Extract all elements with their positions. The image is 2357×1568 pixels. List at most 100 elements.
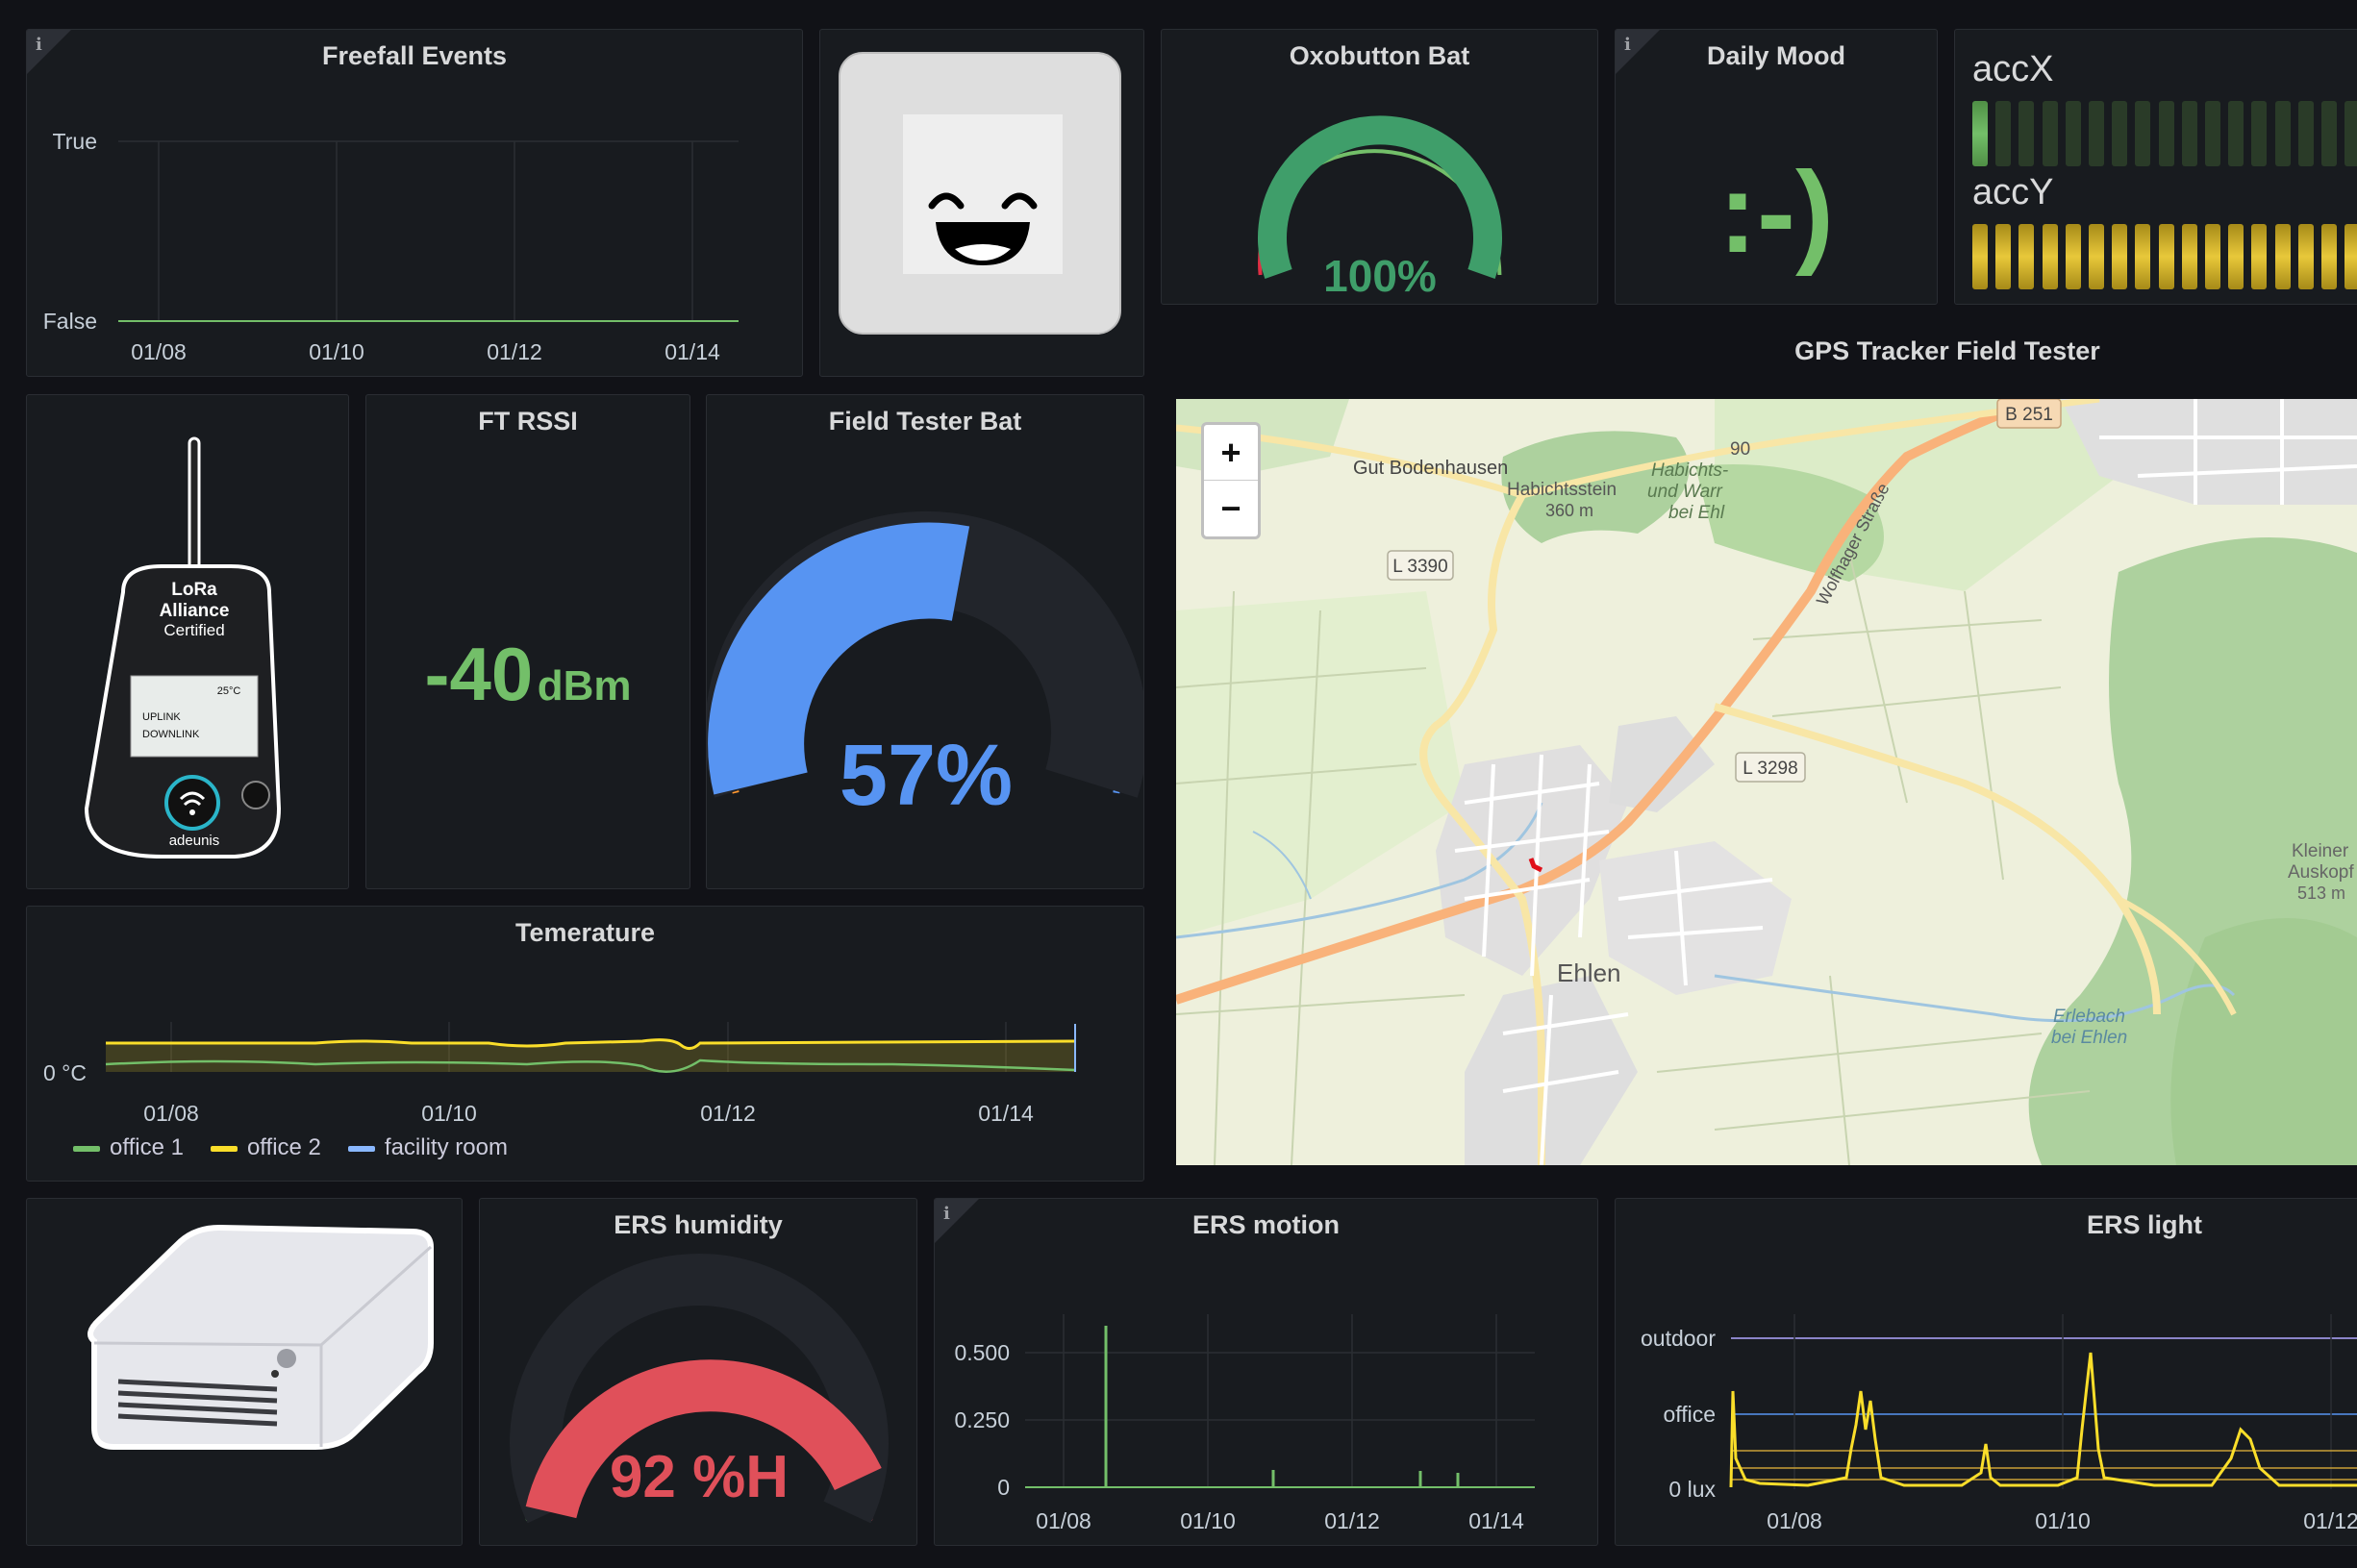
info-corner[interactable]	[1616, 30, 1660, 74]
x-tick-label: 01/10	[309, 339, 364, 364]
accx-label: accX	[1972, 49, 2054, 89]
svg-text:Kleiner: Kleiner	[2292, 841, 2349, 861]
panel-ers-light: ERS light outdoor office 0 lux 01/08 01/…	[1615, 1198, 2357, 1546]
svg-text:Certified: Certified	[163, 621, 224, 639]
led-cell	[2228, 101, 2244, 166]
info-icon[interactable]: i	[36, 35, 42, 55]
panel-lora-device: LoRa Alliance Certified 25°C UPLINK DOWN…	[26, 394, 349, 889]
x-tick-label: 01/12	[700, 1101, 756, 1126]
light-chart: outdoor office 0 lux 01/08 01/10 01/12	[1641, 1314, 2357, 1533]
zoom-in-button[interactable]: +	[1220, 433, 1241, 472]
panel-title: Freefall Events	[321, 41, 508, 70]
zoom-out-button[interactable]: −	[1204, 480, 1258, 535]
info-corner[interactable]	[27, 30, 71, 74]
svg-text:Ehlen: Ehlen	[1557, 958, 1621, 987]
light-series	[1729, 1352, 2357, 1488]
led-cell	[2181, 101, 2197, 166]
svg-text:360 m: 360 m	[1545, 501, 1593, 520]
freefall-chart: True False 01/08 01/10 01/12 01/14	[43, 129, 739, 364]
y-tick-label: outdoor	[1641, 1326, 1716, 1351]
y-tick-label: 0	[997, 1475, 1010, 1500]
rssi-number: -40	[424, 632, 534, 716]
ers-sensor-image	[88, 1224, 434, 1450]
rssi-unit: dBm	[537, 662, 632, 709]
legend-item[interactable]: office 2	[210, 1134, 321, 1161]
x-tick-label: 01/12	[1324, 1508, 1380, 1533]
map-tiles[interactable]: L 3390 L 3298 B 251 90 Gut Bodenhausen H…	[1176, 399, 2357, 1165]
gauge-value: 100%	[1323, 251, 1437, 301]
field-tester-gauge: 57%	[707, 511, 1143, 824]
wifi-icon	[164, 775, 220, 831]
led-cell	[1995, 101, 2012, 166]
y-tick-label: 0.500	[954, 1340, 1010, 1365]
led-cell	[1972, 224, 1988, 289]
led-cell	[2274, 224, 2291, 289]
led-cell	[2297, 224, 2314, 289]
series-office-1	[105, 1058, 1076, 1073]
svg-text:und Warr: und Warr	[1647, 482, 1722, 502]
svg-text:L 3298: L 3298	[1743, 759, 1797, 779]
led-cell	[2018, 101, 2035, 166]
led-cell	[2251, 101, 2268, 166]
temperature-legend: office 1 office 2 facility room	[73, 1134, 508, 1161]
smiley-face-icon	[839, 52, 1121, 335]
y-tick-label: office	[1663, 1402, 1716, 1427]
svg-text:Gut Bodenhausen: Gut Bodenhausen	[1353, 458, 1508, 479]
info-icon[interactable]: i	[1624, 35, 1631, 55]
x-tick-label: 01/12	[2303, 1508, 2357, 1533]
panel-oxobutton-bat: Oxobutton Bat 100%	[1161, 29, 1598, 305]
led-cell	[2158, 101, 2174, 166]
led-cell	[2089, 101, 2104, 166]
accy-bar-gauge	[1972, 224, 2357, 289]
x-tick-label: 01/10	[2035, 1508, 2091, 1533]
panel-ers-device	[26, 1198, 463, 1546]
gauge-value-arc	[525, 1359, 882, 1519]
panel-temperature: Temerature 0 °C 01/08 01/10 01/12 01/14 …	[26, 906, 1144, 1182]
led-cell	[1972, 101, 1988, 166]
accx-bar-gauge	[1972, 101, 2357, 166]
led-cell	[2065, 224, 2081, 289]
gauge-value: 92 %H	[610, 1444, 789, 1510]
y-tick-label: 0 lux	[1668, 1477, 1716, 1502]
svg-text:bei Ehlen: bei Ehlen	[2051, 1028, 2127, 1048]
series-office-2	[106, 1038, 1076, 1050]
x-tick-label: 01/14	[978, 1101, 1034, 1126]
motion-chart: 0.500 0.250 0 01/08 01/10 01/12 01/14	[954, 1314, 1535, 1533]
panel-field-tester-bat: Field Tester Bat 57%	[706, 394, 1144, 889]
gps-panel-title: GPS Tracker Field Tester	[1794, 336, 2100, 365]
gps-marker[interactable]	[1528, 858, 1543, 873]
panel-title: ERS motion	[1192, 1210, 1340, 1239]
x-tick-label: 01/14	[664, 339, 720, 364]
y-tick-label: False	[43, 309, 97, 334]
svg-text:Habichts-: Habichts-	[1651, 460, 1728, 481]
y-tick-label: True	[53, 129, 97, 154]
info-corner[interactable]	[935, 1199, 979, 1243]
temperature-chart: 0 °C 01/08 01/10 01/12 01/14	[43, 1022, 1076, 1126]
gps-map[interactable]: L 3390 L 3298 B 251 90 Gut Bodenhausen H…	[1176, 399, 2357, 1165]
humidity-gauge: 92 %H	[510, 1254, 889, 1524]
oxobutton-gauge: 100%	[1258, 115, 1502, 301]
svg-text:Alliance: Alliance	[160, 601, 230, 621]
led-cell	[2228, 224, 2244, 289]
rssi-value: -40 dBm	[366, 631, 690, 718]
panel-ers-humidity: ERS humidity 92 %H	[479, 1198, 917, 1546]
legend-item[interactable]: facility room	[347, 1134, 508, 1161]
svg-text:L 3390: L 3390	[1392, 557, 1447, 577]
panel-daily-mood: i Daily Mood :-)	[1615, 29, 1938, 305]
svg-text:Habichtsstein: Habichtsstein	[1507, 480, 1617, 500]
led-cell	[2297, 101, 2314, 166]
svg-text:LoRa: LoRa	[171, 580, 217, 600]
info-icon[interactable]: i	[943, 1204, 950, 1224]
panel-title: ERS humidity	[614, 1210, 783, 1239]
svg-text:25°C: 25°C	[217, 685, 241, 697]
x-tick-label: 01/10	[421, 1101, 477, 1126]
svg-text:Erlebach: Erlebach	[2053, 1007, 2125, 1027]
led-cell	[2344, 101, 2357, 166]
svg-text:513 m: 513 m	[2297, 884, 2345, 903]
panel-ft-rssi: FT RSSI -40 dBm	[365, 394, 690, 889]
legend-item[interactable]: office 1	[73, 1134, 184, 1161]
panel-title: ERS light	[2087, 1210, 2202, 1239]
led-cell	[2112, 101, 2128, 166]
map-zoom-control: + −	[1201, 422, 1261, 539]
x-tick-label: 01/08	[1036, 1508, 1091, 1533]
